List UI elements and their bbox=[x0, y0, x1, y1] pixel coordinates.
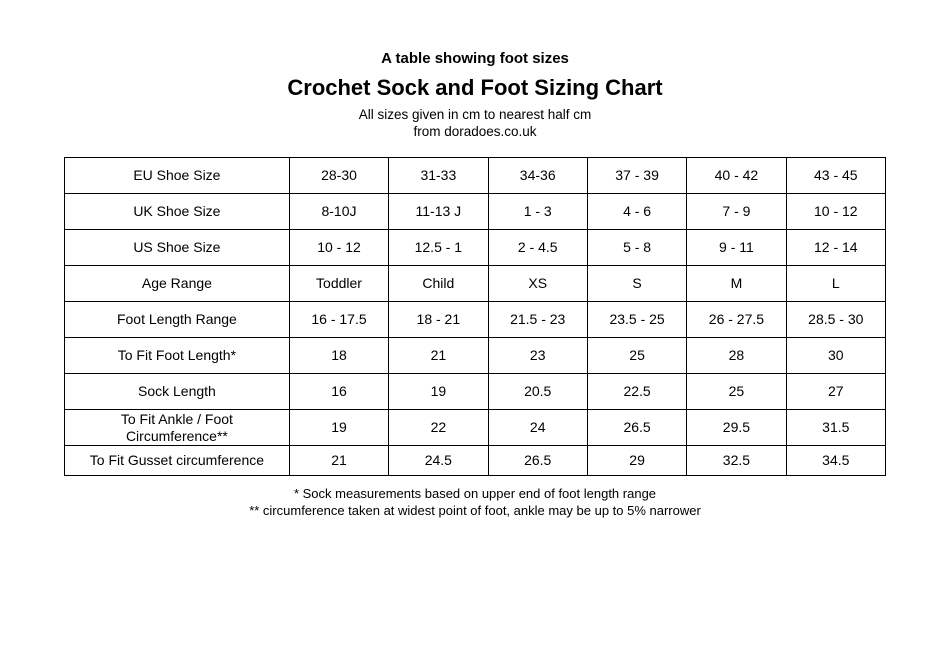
table-cell: M bbox=[687, 266, 786, 302]
table-cell: 28-30 bbox=[289, 158, 388, 194]
row-label: Foot Length Range bbox=[65, 302, 290, 338]
table-cell: 4 - 6 bbox=[587, 194, 686, 230]
header-block: A table showing foot sizes Crochet Sock … bbox=[64, 50, 886, 139]
page-title: Crochet Sock and Foot Sizing Chart bbox=[64, 75, 886, 101]
table-cell: 24.5 bbox=[389, 446, 488, 476]
table-cell: 7 - 9 bbox=[687, 194, 786, 230]
table-cell: 37 - 39 bbox=[587, 158, 686, 194]
table-cell: 9 - 11 bbox=[687, 230, 786, 266]
table-cell: 21 bbox=[289, 446, 388, 476]
table-cell: 1 - 3 bbox=[488, 194, 587, 230]
sizing-table: EU Shoe Size 28-30 31-33 34-36 37 - 39 4… bbox=[64, 157, 886, 476]
table-cell: 40 - 42 bbox=[687, 158, 786, 194]
table-cell: 18 - 21 bbox=[389, 302, 488, 338]
table-cell: 19 bbox=[389, 374, 488, 410]
table-cell: 20.5 bbox=[488, 374, 587, 410]
table-row: Foot Length Range 16 - 17.5 18 - 21 21.5… bbox=[65, 302, 886, 338]
table-cell: 29.5 bbox=[687, 410, 786, 446]
table-cell: 8-10J bbox=[289, 194, 388, 230]
row-label: To Fit Foot Length* bbox=[65, 338, 290, 374]
table-cell: 10 - 12 bbox=[786, 194, 885, 230]
table-cell: 30 bbox=[786, 338, 885, 374]
table-cell: 24 bbox=[488, 410, 587, 446]
table-cell: 10 - 12 bbox=[289, 230, 388, 266]
page-container: A table showing foot sizes Crochet Sock … bbox=[64, 50, 886, 520]
subtitle-text: All sizes given in cm to nearest half cm bbox=[64, 107, 886, 122]
table-cell: 31.5 bbox=[786, 410, 885, 446]
table-cell: 19 bbox=[289, 410, 388, 446]
table-cell: 26.5 bbox=[587, 410, 686, 446]
table-cell: 26.5 bbox=[488, 446, 587, 476]
table-cell: 22.5 bbox=[587, 374, 686, 410]
footnote-line: * Sock measurements based on upper end o… bbox=[64, 486, 886, 501]
row-label: To Fit Ankle / Foot Circumference** bbox=[65, 410, 290, 446]
table-cell: Child bbox=[389, 266, 488, 302]
table-cell: 25 bbox=[687, 374, 786, 410]
table-cell: 21.5 - 23 bbox=[488, 302, 587, 338]
table-row: Sock Length 16 19 20.5 22.5 25 27 bbox=[65, 374, 886, 410]
table-cell: Toddler bbox=[289, 266, 388, 302]
table-cell: 5 - 8 bbox=[587, 230, 686, 266]
table-cell: 23.5 - 25 bbox=[587, 302, 686, 338]
source-text: from doradoes.co.uk bbox=[64, 124, 886, 139]
table-cell: 23 bbox=[488, 338, 587, 374]
table-row: EU Shoe Size 28-30 31-33 34-36 37 - 39 4… bbox=[65, 158, 886, 194]
row-label: US Shoe Size bbox=[65, 230, 290, 266]
table-cell: 43 - 45 bbox=[786, 158, 885, 194]
table-cell: 27 bbox=[786, 374, 885, 410]
table-cell: S bbox=[587, 266, 686, 302]
row-label: UK Shoe Size bbox=[65, 194, 290, 230]
row-label: Age Range bbox=[65, 266, 290, 302]
table-cell: 32.5 bbox=[687, 446, 786, 476]
table-row: To Fit Gusset circumference 21 24.5 26.5… bbox=[65, 446, 886, 476]
table-row: To Fit Ankle / Foot Circumference** 19 2… bbox=[65, 410, 886, 446]
table-cell: 34.5 bbox=[786, 446, 885, 476]
table-cell: 28 bbox=[687, 338, 786, 374]
table-row: Age Range Toddler Child XS S M L bbox=[65, 266, 886, 302]
table-cell: XS bbox=[488, 266, 587, 302]
table-cell: L bbox=[786, 266, 885, 302]
table-cell: 18 bbox=[289, 338, 388, 374]
pretitle-text: A table showing foot sizes bbox=[64, 50, 886, 67]
row-label: Sock Length bbox=[65, 374, 290, 410]
table-cell: 16 bbox=[289, 374, 388, 410]
table-cell: 12.5 - 1 bbox=[389, 230, 488, 266]
table-cell: 21 bbox=[389, 338, 488, 374]
table-cell: 25 bbox=[587, 338, 686, 374]
row-label: To Fit Gusset circumference bbox=[65, 446, 290, 476]
table-row: US Shoe Size 10 - 12 12.5 - 1 2 - 4.5 5 … bbox=[65, 230, 886, 266]
footnote-block: * Sock measurements based on upper end o… bbox=[64, 486, 886, 518]
footnote-line: ** circumference taken at widest point o… bbox=[64, 503, 886, 518]
table-cell: 16 - 17.5 bbox=[289, 302, 388, 338]
table-row: UK Shoe Size 8-10J 11-13 J 1 - 3 4 - 6 7… bbox=[65, 194, 886, 230]
table-cell: 26 - 27.5 bbox=[687, 302, 786, 338]
table-cell: 34-36 bbox=[488, 158, 587, 194]
table-row: To Fit Foot Length* 18 21 23 25 28 30 bbox=[65, 338, 886, 374]
table-cell: 31-33 bbox=[389, 158, 488, 194]
table-cell: 12 - 14 bbox=[786, 230, 885, 266]
table-cell: 29 bbox=[587, 446, 686, 476]
table-cell: 11-13 J bbox=[389, 194, 488, 230]
row-label: EU Shoe Size bbox=[65, 158, 290, 194]
table-cell: 22 bbox=[389, 410, 488, 446]
table-cell: 2 - 4.5 bbox=[488, 230, 587, 266]
table-cell: 28.5 - 30 bbox=[786, 302, 885, 338]
